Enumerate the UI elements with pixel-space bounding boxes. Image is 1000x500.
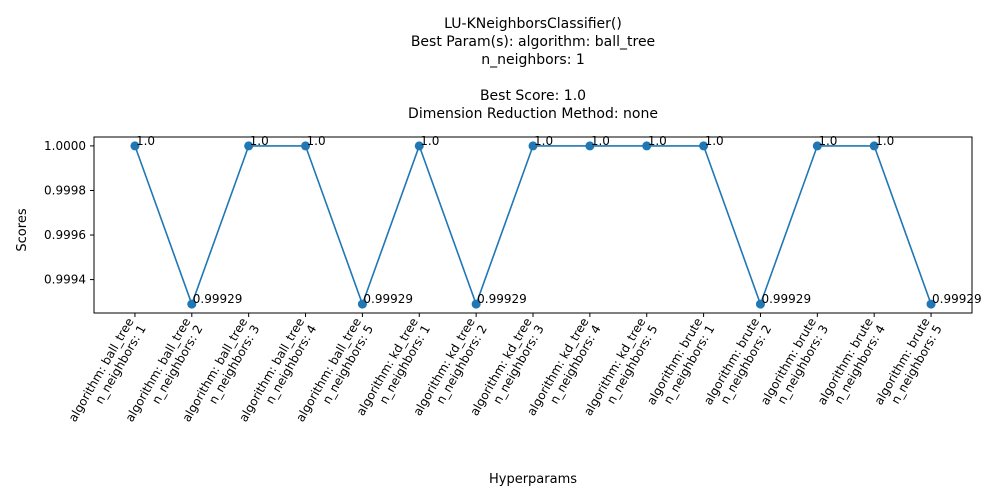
data-point (699, 141, 709, 151)
data-label: 1.0 (420, 134, 439, 148)
data-label: 1.0 (705, 134, 724, 148)
data-label: 1.0 (648, 134, 667, 148)
data-point (755, 299, 765, 309)
chart-title-line: n_neighbors: 1 (481, 52, 585, 68)
data-point (187, 299, 197, 309)
data-point (357, 299, 367, 309)
data-label: 1.0 (250, 134, 269, 148)
series-line (134, 143, 932, 307)
plot-frame (93, 136, 973, 314)
chart-title: LU-KNeighborsClassifier() Best Param(s): … (408, 16, 658, 122)
data-point (926, 299, 936, 309)
data-point (869, 141, 879, 151)
data-point (244, 141, 254, 151)
data-point (471, 299, 481, 309)
data-label: 0.99929 (932, 292, 982, 306)
data-label: 0.99929 (193, 292, 243, 306)
data-label: 1.0 (534, 134, 553, 148)
chart-title-line: Best Param(s): algorithm: ball_tree (411, 34, 655, 50)
data-point (301, 141, 311, 151)
data-point (414, 141, 424, 151)
data-label: 1.0 (591, 134, 610, 148)
data-label: 1.0 (818, 134, 837, 148)
data-label: 0.99929 (761, 292, 811, 306)
data-point (812, 141, 822, 151)
data-point (528, 141, 538, 151)
data-label: 1.0 (875, 134, 894, 148)
y-axis-label: Scores (15, 208, 30, 251)
data-label: 0.99929 (477, 292, 527, 306)
y-tick-label: 0.9996 (44, 228, 86, 242)
x-axis-label: Hyperparams (489, 472, 577, 487)
data-point (642, 141, 652, 151)
chart-title-line: Dimension Reduction Method: none (408, 106, 658, 122)
chart-title-line: LU-KNeighborsClassifier() (444, 16, 622, 32)
y-tick-label: 0.9994 (44, 273, 86, 287)
data-point (130, 141, 140, 151)
data-label: 1.0 (136, 134, 155, 148)
y-tick-label: 1.0000 (44, 139, 86, 153)
y-tick-label: 0.9998 (44, 183, 86, 197)
data-point (585, 141, 595, 151)
chart-title-line: Best Score: 1.0 (480, 88, 586, 104)
data-label: 1.0 (307, 134, 326, 148)
data-label: 0.99929 (363, 292, 413, 306)
